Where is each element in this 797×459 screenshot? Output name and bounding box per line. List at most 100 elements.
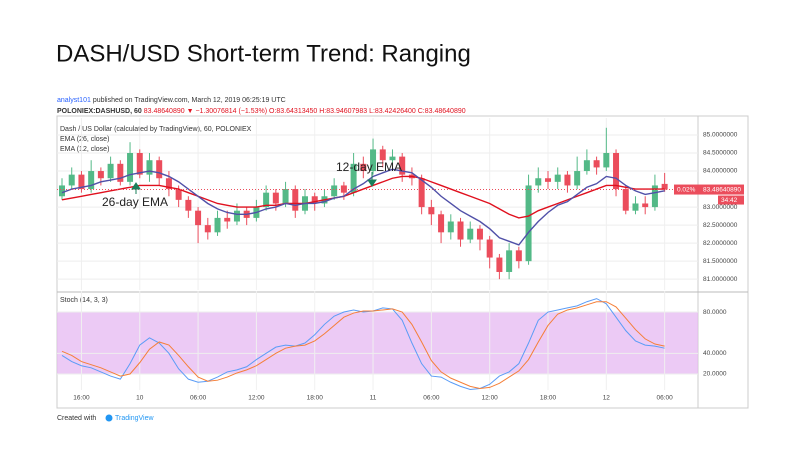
candle-body: [545, 178, 551, 182]
candle-body: [127, 153, 134, 182]
candle-body: [175, 189, 182, 200]
candle-body: [476, 228, 483, 240]
candle-body: [447, 221, 454, 233]
x-tick-label: 18:00: [307, 395, 324, 402]
candle-body: [156, 160, 163, 179]
price-box: [674, 184, 744, 195]
chart-frame: [56, 115, 749, 409]
candle-body: [136, 153, 143, 175]
y-tick-label: 80.0000: [703, 309, 727, 316]
candle-body: [185, 199, 192, 211]
logo: [105, 414, 113, 422]
countdown: 34:42: [721, 197, 738, 204]
y-tick-label: 84.5000000: [703, 150, 738, 157]
candle-body: [379, 149, 386, 161]
candle-body: [370, 149, 377, 172]
candle-body: [146, 160, 153, 175]
candle-body: [651, 185, 658, 208]
annotation: 12-day EMA: [336, 160, 402, 174]
main-title: Dash / US Dollar (calculated by TradingV…: [60, 126, 252, 133]
y-tick-label: 40.0000: [703, 350, 727, 357]
candle-body: [233, 210, 240, 222]
candle-body: [564, 174, 571, 186]
open: O:83.64313450: [269, 108, 317, 115]
y-tick-label: 81.5000000: [703, 258, 738, 265]
footer-brand[interactable]: TradingView: [115, 415, 154, 422]
y-tick-label: 84.0000000: [703, 168, 738, 175]
candle-body: [68, 174, 75, 186]
candle-body: [525, 185, 532, 262]
x-tick-label: 16:00: [73, 395, 90, 402]
candle-body: [214, 217, 221, 233]
candle-body: [195, 210, 202, 226]
annotation-arrow: [367, 172, 377, 187]
footer-created: Created with: [57, 415, 96, 422]
candle-body: [350, 163, 357, 193]
y-tick-label: 82.5000000: [703, 222, 738, 229]
symbol: POLONIEX:DASHUSD, 60: [57, 108, 142, 115]
candle-body: [613, 153, 620, 190]
y-tick-label: 20.0000: [703, 371, 727, 378]
candle-body: [311, 196, 318, 204]
candle-body: [515, 250, 522, 262]
candle-body: [418, 178, 425, 208]
x-tick-label: 12: [603, 395, 611, 402]
x-tick-label: 06:00: [656, 395, 673, 402]
candle-body: [389, 156, 396, 161]
x-tick-label: 06:00: [190, 395, 207, 402]
candle-body: [340, 185, 347, 193]
candle-body: [165, 178, 172, 190]
candle-body: [506, 250, 513, 272]
candle-body: [272, 192, 279, 204]
author[interactable]: analyst101: [57, 97, 91, 104]
y-tick-label: 81.0000000: [703, 276, 738, 283]
candle-body: [535, 178, 542, 186]
candle-body: [204, 225, 211, 233]
candle-body: [224, 217, 231, 222]
candle-body: [97, 171, 104, 179]
y-tick-label: 82.0000000: [703, 240, 738, 247]
candle-body: [399, 156, 406, 175]
candle-body: [107, 163, 114, 179]
annotation: 26-day EMA: [102, 195, 168, 209]
candle-body: [78, 174, 85, 190]
candle-body: [457, 221, 464, 240]
candle-body: [593, 160, 600, 168]
candle-body: [496, 257, 503, 272]
candle-body: [583, 160, 590, 172]
candle-body: [486, 239, 493, 258]
candle-body: [467, 228, 474, 240]
candle-body: [554, 174, 561, 182]
candle-body: [59, 185, 65, 197]
candle-body: [603, 153, 610, 168]
annotation-arrow: [131, 182, 141, 194]
x-tick-label: 10: [136, 395, 144, 402]
countdown-box: [718, 195, 744, 205]
x-tick-label: 06:00: [423, 395, 440, 402]
y-tick-label: 85.0000000: [703, 132, 738, 139]
candle-body: [632, 203, 639, 211]
candle-body: [263, 192, 270, 208]
series-line: [61, 298, 665, 390]
last-change: 83.48640890 ▼ −1.30076814 (−1.53%): [144, 108, 267, 115]
published: published on TradingView.com, March 12, …: [93, 97, 286, 104]
stoch-title: Stoch (14, 3, 3): [60, 297, 108, 304]
candle-body: [642, 203, 649, 208]
series-line: [61, 301, 665, 389]
ohlc-line: POLONIEX:DASHUSD, 60 83.48640890 ▼ −1.30…: [57, 108, 466, 115]
candle-body: [88, 171, 95, 190]
band: [57, 312, 698, 374]
candle-body: [292, 189, 299, 211]
candle-body: [331, 185, 338, 197]
candle-body: [360, 163, 367, 172]
low: L:83.42426400: [369, 108, 416, 115]
publish-line: analyst101 published on TradingView.com,…: [57, 97, 286, 104]
candle-body: [117, 163, 124, 182]
high: H:83.94607983: [319, 108, 367, 115]
x-tick-label: 11: [370, 395, 377, 402]
legend-entry: EMA (12, close): [60, 146, 109, 153]
candle-body: [438, 214, 445, 233]
x-tick-label: 12:00: [248, 395, 265, 402]
price-label: 83.48640890: [703, 186, 741, 193]
